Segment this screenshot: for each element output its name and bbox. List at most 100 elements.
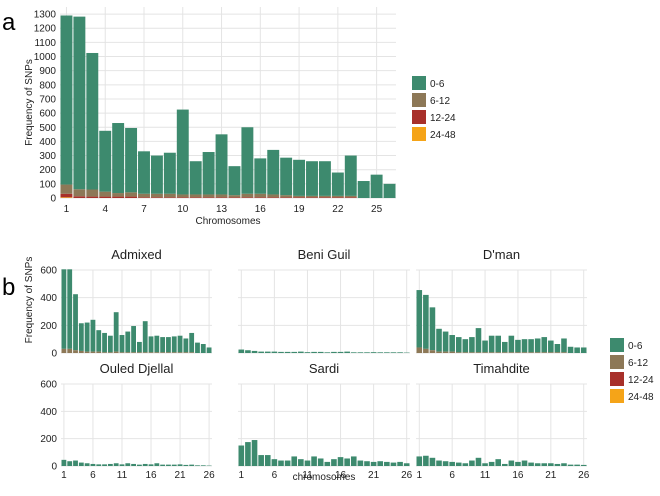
bar-segment-0-6 [278, 351, 284, 353]
bar-segment-6-12 [429, 350, 436, 353]
bar-segment-0-6 [61, 459, 67, 466]
bar-segment-0-6 [148, 464, 154, 466]
bar-segment-0-6 [344, 155, 357, 196]
legend-swatch [610, 355, 624, 369]
bar-segment-0-6 [390, 352, 397, 353]
bar-segment-6-12 [462, 352, 469, 353]
legend-swatch [412, 76, 426, 90]
bar-segment-0-6 [298, 351, 304, 353]
bar-segment-0-6 [284, 351, 291, 353]
bar-segment-0-6 [258, 351, 264, 353]
y-axis-title: Frequency of SNPs [24, 257, 35, 344]
bar-segment-0-6 [357, 181, 370, 198]
bar-segment-6-12 [449, 351, 455, 353]
bar-segment-0-6 [377, 352, 384, 353]
bar-segment-0-6 [344, 351, 350, 353]
bar-segment-0-6 [195, 465, 200, 466]
bar-segment-0-6 [508, 460, 515, 466]
bar-segment-6-12 [112, 193, 125, 197]
bar-segment-0-6 [291, 351, 298, 353]
y-tick-label: 600 [39, 109, 56, 120]
bar-segment-0-6 [331, 351, 337, 353]
bar-segment-0-6 [86, 52, 99, 190]
bar-segment-12-24 [138, 197, 150, 198]
bar-segment-0-6 [154, 335, 160, 353]
bar-segment-12-24 [73, 196, 86, 198]
bar-segment-6-12 [561, 352, 567, 353]
bar-segment-0-6 [384, 461, 390, 466]
bar-segment-12-24 [150, 197, 163, 198]
bar-segment-0-6 [574, 464, 580, 466]
bar-segment-0-6 [78, 462, 84, 466]
legend-label: 12-24 [628, 375, 654, 386]
bar-segment-0-6 [324, 352, 331, 353]
bar-segment-12-24 [125, 196, 138, 198]
bar-segment-0-6 [495, 459, 501, 466]
bar-segment-0-6 [495, 335, 501, 353]
bar-segment-0-6 [370, 174, 383, 198]
x-tick-label: 21 [174, 470, 186, 481]
bar-segment-0-6 [99, 130, 112, 192]
bar-segment-0-6 [469, 460, 475, 466]
bar-segment-0-6 [331, 172, 344, 196]
bar-segment-0-6 [350, 456, 357, 466]
y-tick-label: 0 [51, 349, 57, 360]
x-tick-label: 25 [371, 204, 383, 215]
bar-segment-0-6 [541, 463, 548, 466]
bar-segment-0-6 [357, 352, 364, 353]
bar-segment-0-6 [166, 464, 171, 466]
bar-segment-6-12 [548, 352, 554, 353]
bar-segment-0-6 [119, 464, 125, 466]
bar-segment-0-6 [245, 350, 251, 353]
bar-segment-0-6 [163, 152, 176, 194]
bar-segment-0-6 [423, 455, 429, 466]
bar-segment-12-24 [331, 197, 344, 198]
bar-segment-0-6 [251, 350, 258, 353]
x-tick-label: 1 [239, 470, 245, 481]
bar-segment-12-24 [344, 197, 357, 198]
bar-segment-0-6 [502, 341, 508, 353]
bar-segment-0-6 [73, 16, 86, 190]
bar-segment-0-6 [541, 337, 548, 353]
bar-segment-6-12 [176, 194, 189, 198]
x-tick-label: 10 [177, 204, 189, 215]
legend-label: 12-24 [430, 113, 456, 124]
bar-segment-0-6 [177, 464, 183, 466]
bar-segment-0-6 [142, 321, 148, 353]
bar-segment-0-6 [189, 161, 202, 195]
bar-segment-0-6 [78, 323, 84, 351]
bar-segment-0-6 [271, 459, 278, 466]
bar-segment-6-12 [99, 191, 112, 197]
chart-panel-a: 0 100 200 300 400 500 600 700 800 900 1000 1100 1200… [24, 7, 456, 227]
bar-segment-12-24 [112, 196, 125, 198]
x-tick-label: 26 [578, 470, 590, 481]
y-tick-label: 500 [39, 123, 56, 134]
bar-segment-0-6 [364, 461, 370, 466]
facet-title: D'man [483, 247, 520, 262]
x-tick-label: 11 [117, 470, 128, 481]
bar-segment-0-6 [306, 161, 318, 196]
x-axis-title: chromosomes [293, 472, 356, 483]
bar-segment-12-24 [86, 196, 99, 198]
bar-segment-0-6 [304, 460, 311, 466]
bar-segment-0-6 [482, 340, 488, 353]
bar-segment-6-12 [528, 352, 534, 353]
bar-segment-0-6 [96, 330, 102, 352]
bar-segment-0-6 [84, 463, 90, 466]
bar-segment-0-6 [102, 332, 107, 353]
bar-segment-6-12 [90, 351, 96, 353]
x-tick-label: 1 [61, 470, 67, 481]
bar-segment-6-12 [189, 352, 195, 353]
bar-segment-0-6 [189, 332, 195, 353]
bar-segment-12-24 [176, 197, 189, 198]
bar-segment-6-12 [228, 195, 241, 198]
bar-segment-0-6 [215, 134, 228, 195]
bar-segment-6-12 [125, 352, 131, 353]
bar-segment-0-6 [113, 463, 119, 466]
bar-segment-6-12 [154, 352, 160, 353]
bar-segment-6-12 [137, 352, 142, 353]
bar-segment-6-12 [78, 350, 84, 353]
y-tick-label: 1300 [34, 10, 57, 21]
bar-segment-0-6 [337, 351, 344, 353]
bar-segment-0-6 [112, 123, 125, 194]
